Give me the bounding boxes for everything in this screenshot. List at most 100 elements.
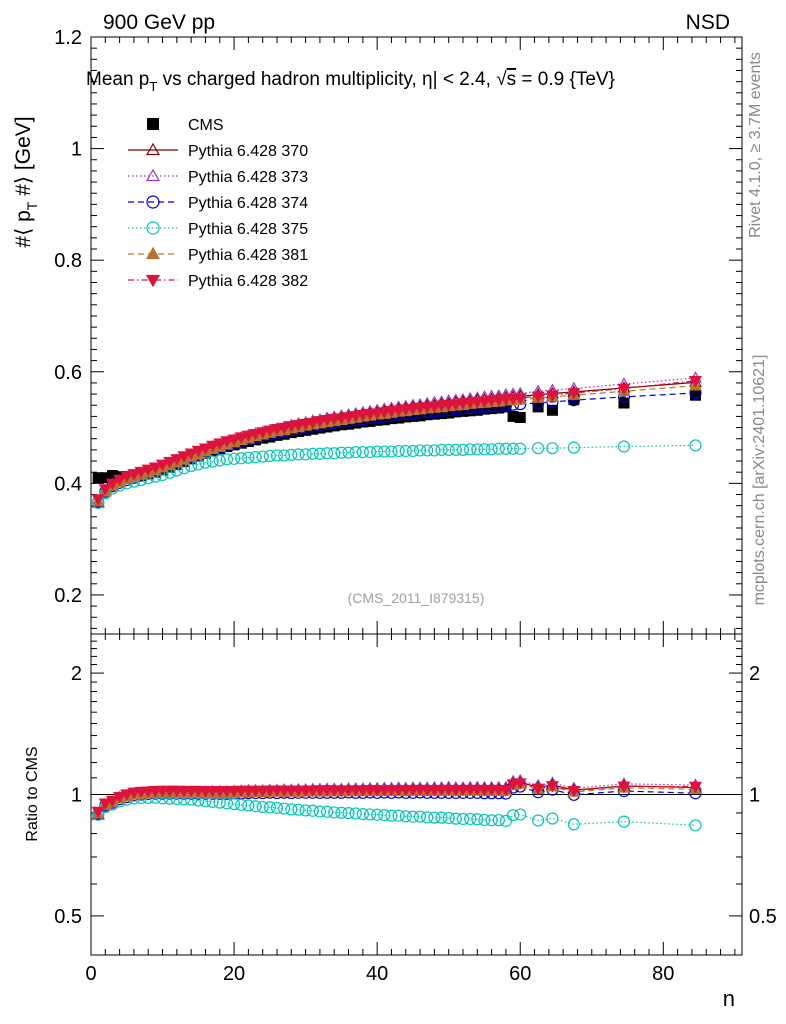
data-point [617,440,631,453]
data-point [106,470,118,482]
data-point [270,801,284,815]
data-point [98,484,112,496]
ratio-axis-ticks: 0 20 40 60 80 0.5 0.5 1 1 2 2 [54,634,777,985]
data-point [127,469,141,481]
data-point [493,402,505,414]
data-point [567,785,581,798]
data-point [371,414,383,426]
data-point [156,459,170,472]
ratio-y-tick-label-right: 1 [749,785,760,807]
data-point [435,811,448,824]
series-5 [91,379,703,506]
data-point [256,427,270,439]
mcplots-label: mcplots.cern.ch [arXiv:2401.10621] [751,355,768,606]
data-point [235,452,248,465]
data-point [486,403,498,415]
legend: CMS Pythia 6.428 370 Pythia 6.428 373 Pythi… [128,117,308,290]
data-point [313,805,327,818]
data-point [335,446,348,459]
data-point [134,466,148,479]
data-point [688,375,703,388]
ratio-series [91,773,703,832]
y-axis-label: #⟨ pT #⟩ [GeV] [12,116,40,247]
data-point [235,798,248,811]
data-point [471,813,484,826]
data-point [392,405,406,417]
data-point [688,781,703,794]
data-point [105,795,119,808]
data-point [199,456,212,469]
data-point [206,440,220,453]
data-point [299,448,312,461]
data-point [306,447,319,460]
main-y-tick-label: 0.6 [54,362,82,384]
ratio-line [97,797,696,826]
data-point [313,416,327,428]
data-point [292,448,305,461]
data-point [371,808,384,821]
data-point [400,411,412,423]
data-point [506,779,520,791]
data-point [449,399,463,411]
data-point [428,811,441,824]
series-4 [92,439,702,509]
data-point [357,416,369,428]
data-point [145,274,161,288]
legend-label: Pythia 6.428 381 [188,247,308,264]
data-point [306,804,319,817]
data-point [306,417,320,430]
series-line [97,381,696,504]
data-point [478,443,491,456]
data-point [471,404,483,416]
x-axis-label: n [723,986,735,1011]
data-point [277,422,291,435]
data-point [146,221,160,235]
data-point [456,443,470,456]
data-point [478,813,491,827]
legend-label: Pythia 6.428 373 [188,169,308,186]
data-point [242,451,255,464]
data-point [356,808,369,821]
data-point [371,445,384,458]
data-point [263,449,276,463]
data-point [92,472,104,484]
data-point [435,443,448,456]
data-point [213,454,226,467]
data-point [545,390,559,402]
series-line [97,380,696,500]
data-point [227,452,241,465]
data-point [532,442,545,455]
data-point [227,797,241,811]
data-point [145,142,161,156]
data-point [342,446,355,459]
ratio-x-tick-label: 0 [85,963,96,985]
data-point [385,809,398,822]
data-point [450,406,462,418]
data-point [499,442,513,455]
data-point [249,451,262,464]
series-line [97,385,696,502]
data-point [531,391,545,404]
data-point [127,787,141,800]
data-point [567,388,581,400]
data-point [406,810,420,823]
data-point [385,413,397,425]
data-point [485,443,498,456]
data-point [320,805,334,818]
rivet-version-label: Rivet 4.1.0, ≥ 3.7M events [747,52,764,238]
data-point [270,423,284,436]
data-point [249,428,263,441]
legend-label: CMS [188,117,224,134]
ratio-series-4 [92,791,702,832]
data-point [427,401,441,414]
legend-item: Pythia 6.428 370 [128,142,308,160]
data-point [220,436,234,448]
data-point [617,781,631,794]
data-point [689,439,702,452]
data-point [618,397,630,409]
ratio-series-6 [91,778,703,819]
data-point [220,453,234,466]
data-point [285,448,298,461]
legend-item: CMS [147,117,224,134]
